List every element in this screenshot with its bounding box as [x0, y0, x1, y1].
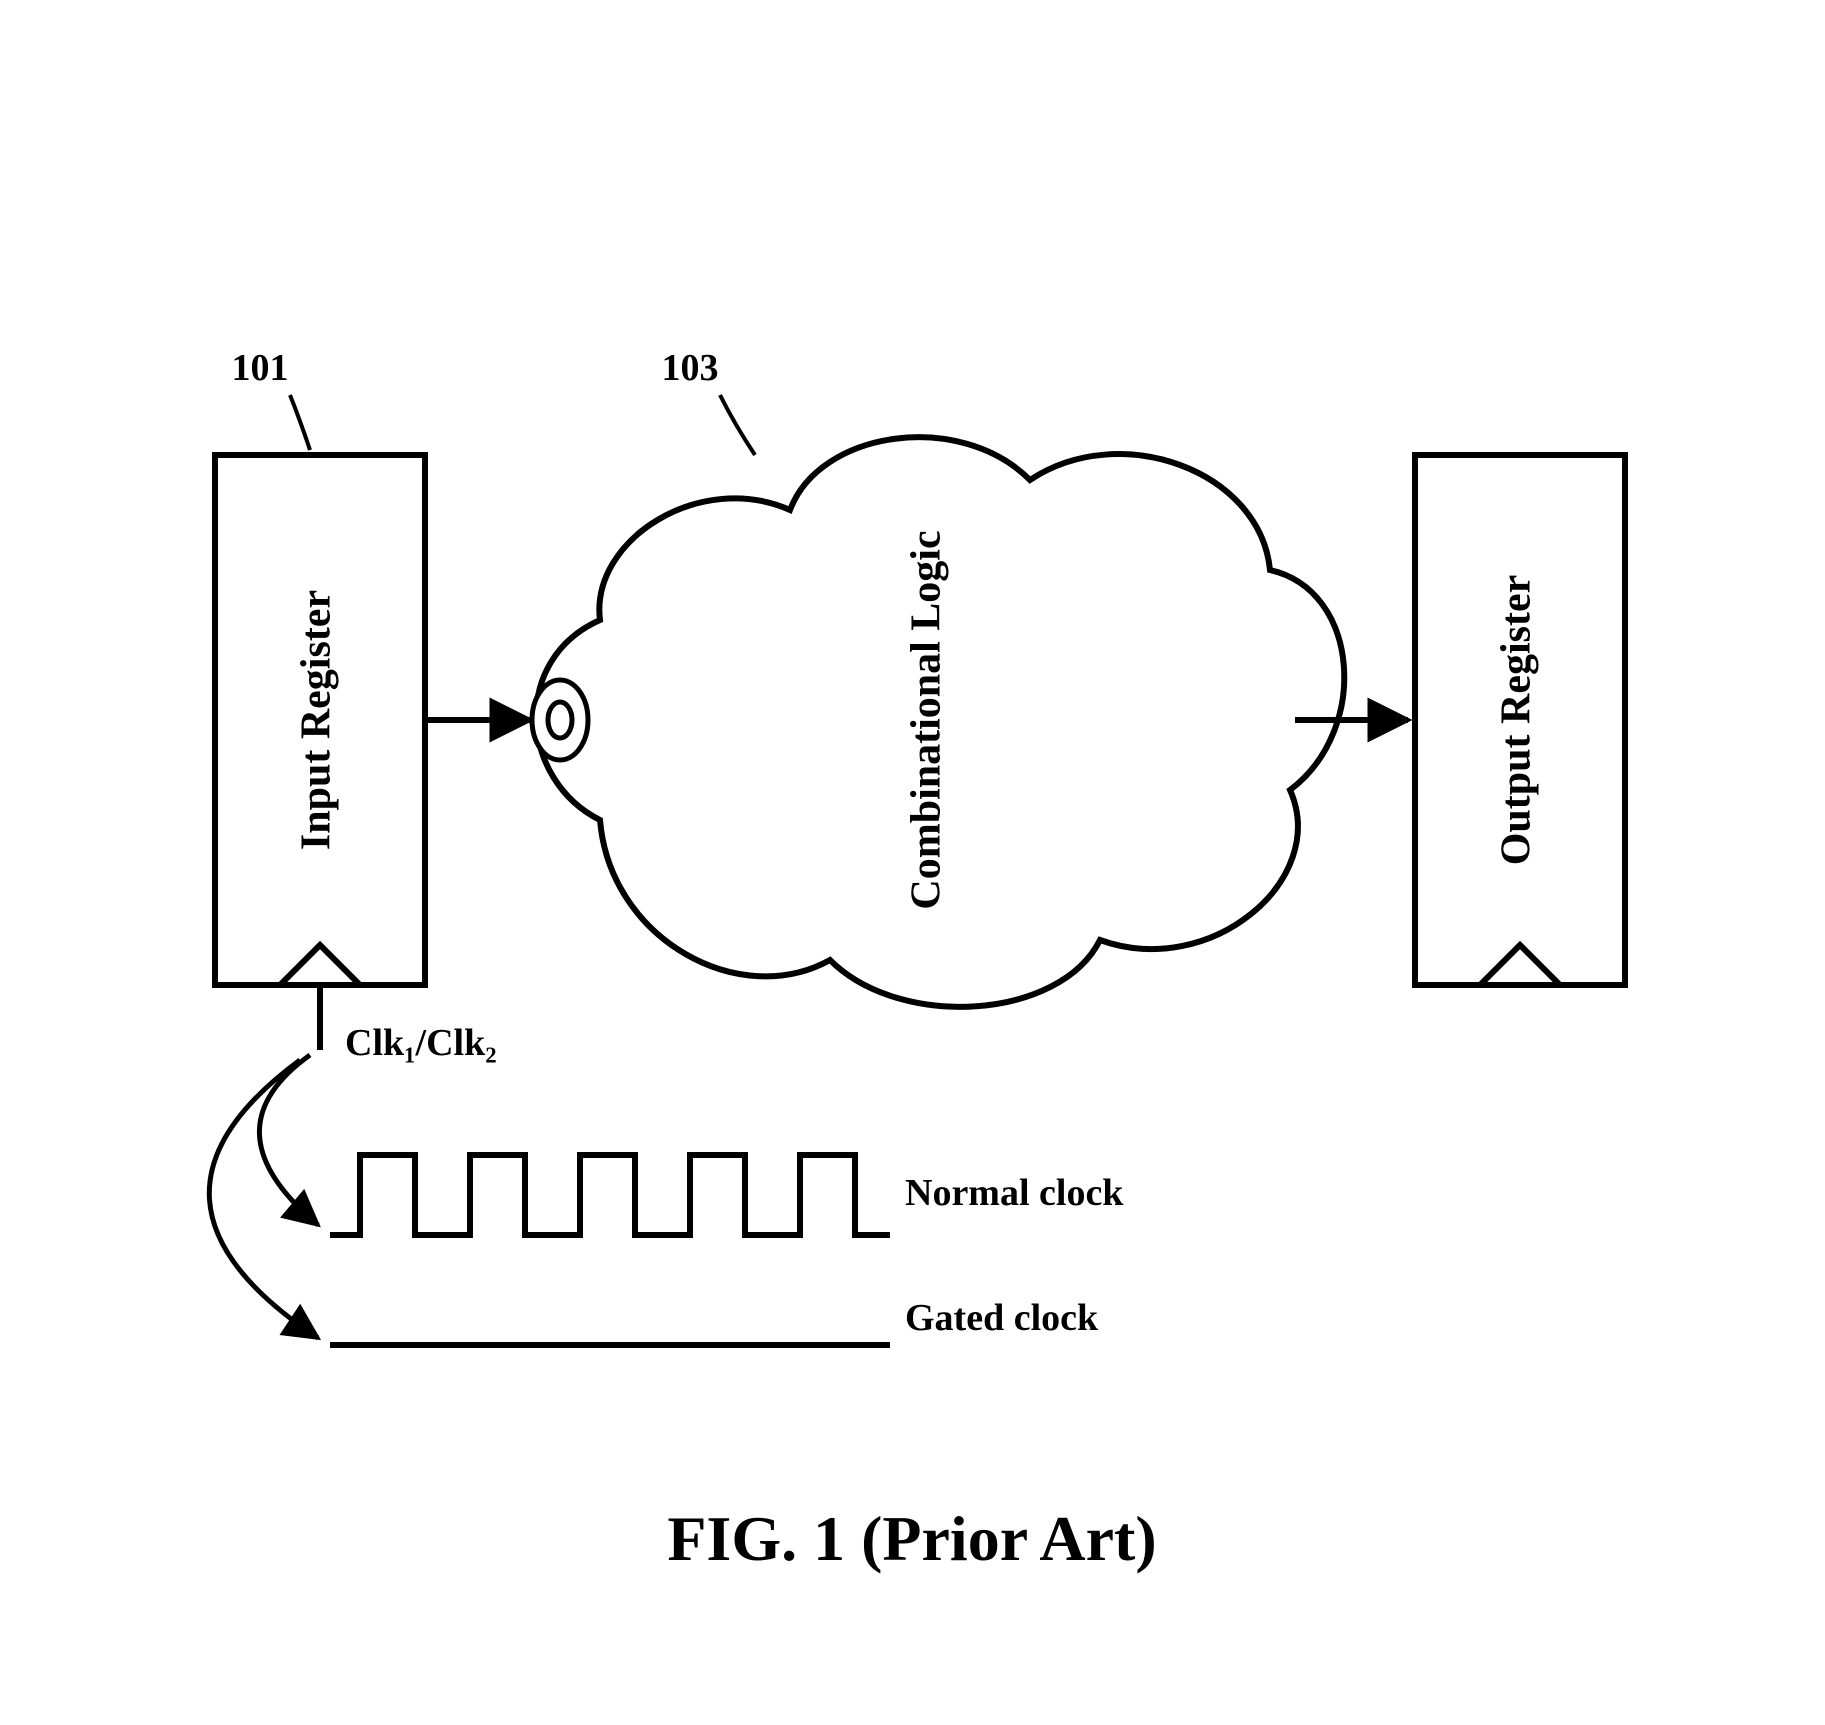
arrow-to-gated-clock	[209, 1060, 318, 1338]
normal-clock-wave: Normal clock	[330, 1155, 1124, 1235]
clk-pin-label: Clk₁/Clk₂	[345, 1022, 497, 1064]
clock-stub: Clk₁/Clk₂	[320, 985, 497, 1064]
ref-103-label: 103	[662, 347, 719, 389]
output-register-block: Output Register	[1415, 455, 1625, 985]
input-register-label: Input Register	[294, 590, 340, 850]
figure-stage: Input Register 101 Output Register Combi…	[0, 0, 1825, 1725]
arrow-to-normal-clock	[259, 1055, 318, 1225]
gated-clock-label: Gated clock	[905, 1297, 1099, 1339]
combinational-logic-label: Combinational Logic	[904, 530, 950, 909]
ref-101: 101	[232, 347, 311, 450]
ref-103: 103	[662, 347, 756, 455]
figure-caption: FIG. 1 (Prior Art)	[667, 1503, 1156, 1574]
wire-input-to-logic	[425, 680, 588, 760]
normal-clock-label: Normal clock	[905, 1172, 1124, 1214]
ref-101-label: 101	[232, 347, 289, 389]
input-register-block: Input Register	[215, 455, 425, 985]
gated-clock-wave: Gated clock	[330, 1297, 1099, 1345]
combinational-logic-cloud: Combinational Logic	[536, 437, 1344, 1007]
output-register-label: Output Register	[1494, 575, 1540, 865]
